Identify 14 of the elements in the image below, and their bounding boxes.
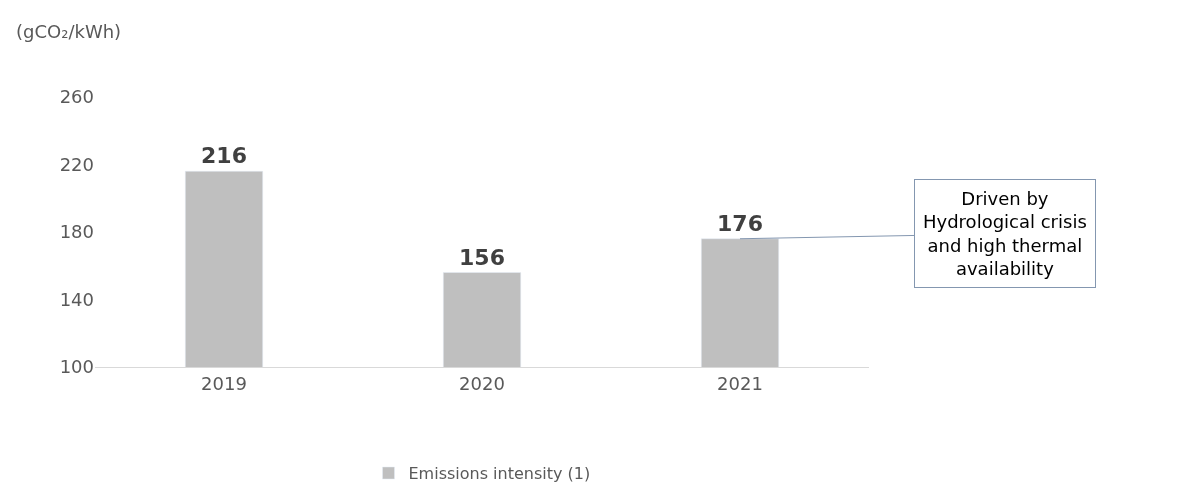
y-tick-label: 100 (59, 356, 94, 378)
y-tick-label: 180 (59, 221, 94, 243)
annotation: Driven by Hydrological crisis and high thermal availability (923, 188, 1087, 280)
y-tick-label: 140 (59, 288, 94, 310)
y-tick-label: 220 (59, 153, 94, 175)
legend-label: Emissions intensity (1) (408, 464, 591, 484)
data-label: 156 (459, 244, 505, 270)
data-label: 176 (717, 210, 763, 236)
x-tick-label: 2021 (717, 372, 763, 394)
y-tick-label: 260 (59, 86, 94, 108)
x-tick-label: 2019 (201, 372, 247, 394)
y-axis-title: (gCO₂/kWh) (16, 21, 122, 42)
data-label: 216 (201, 143, 247, 169)
x-tick-label: 2020 (459, 372, 505, 394)
